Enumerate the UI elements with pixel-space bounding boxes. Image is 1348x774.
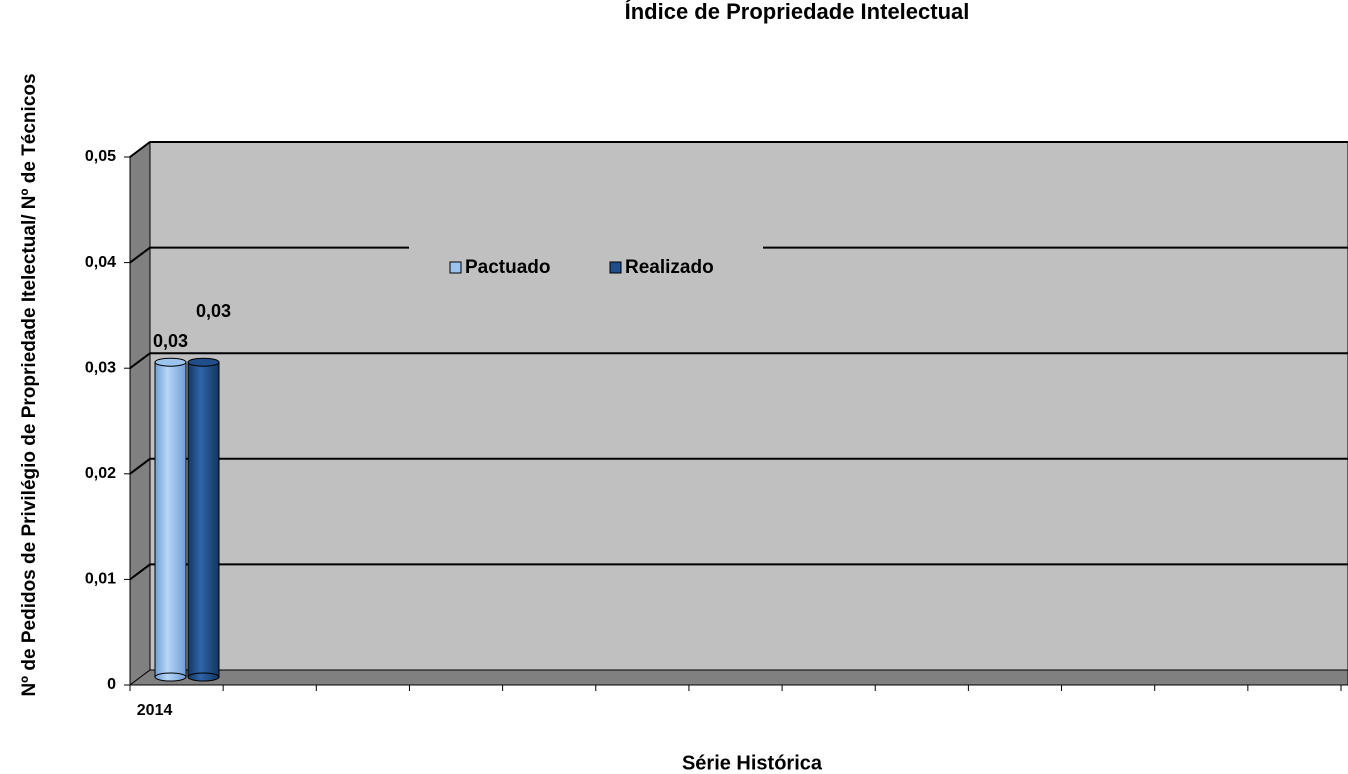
bar	[187, 361, 220, 678]
grid-line	[129, 141, 1348, 158]
x-tick-label: 2014	[137, 702, 173, 719]
y-tick-label: 0	[107, 676, 116, 693]
y-axis-label: Nº de Pedidos de Privilégio de Proprieda…	[19, 73, 40, 696]
y-tick-label: 0,01	[85, 571, 116, 588]
x-axis-label: Série Histórica	[682, 752, 823, 774]
y-tick-label: 0,05	[85, 148, 116, 165]
grid-line	[129, 352, 1348, 370]
y-tick-label: 0,03	[85, 359, 116, 376]
legend-label: Realizado	[625, 257, 714, 278]
grid-line	[129, 457, 1348, 475]
grid-line	[129, 563, 1348, 581]
floor	[128, 669, 1348, 686]
legend-label: Pactuado	[465, 257, 551, 278]
grid-line	[129, 246, 1348, 264]
bar-base	[154, 672, 187, 682]
side-wall	[129, 141, 151, 686]
legend-swatch	[609, 261, 622, 274]
bar	[154, 361, 187, 678]
data-label: 0,03	[196, 301, 231, 321]
data-label: 0,03	[153, 331, 188, 351]
y-tick-label: 0,04	[85, 254, 116, 271]
bar-top	[187, 357, 220, 367]
legend-swatch	[449, 261, 462, 274]
back-wall	[149, 141, 1348, 671]
bar-base	[187, 672, 220, 682]
chart-title: Índice de Propriedade Intelectual	[625, 0, 970, 24]
legend: Pactuado Realizado	[409, 235, 763, 278]
legend-box	[409, 235, 763, 265]
y-tick-label: 0,02	[85, 465, 116, 482]
bar-top	[154, 357, 187, 367]
